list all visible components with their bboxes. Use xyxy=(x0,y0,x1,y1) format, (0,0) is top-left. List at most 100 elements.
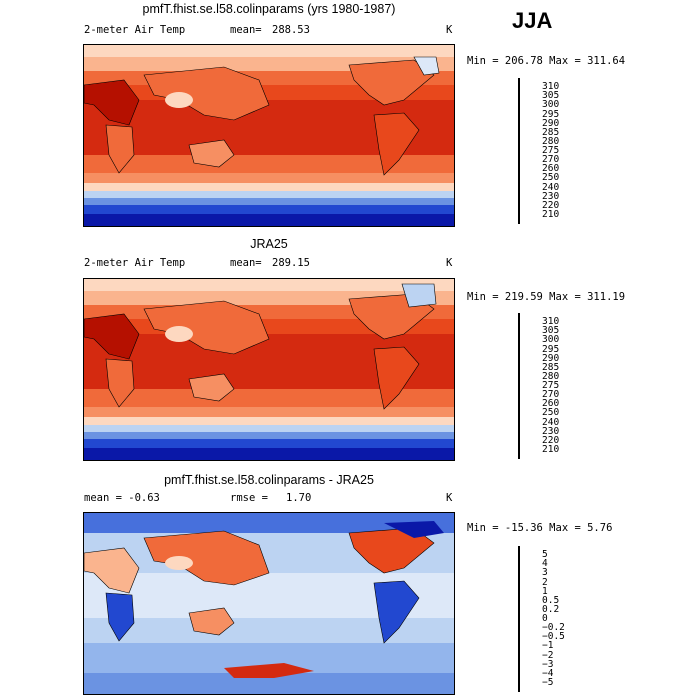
panel1-australia xyxy=(188,139,235,168)
panel3-eurasia xyxy=(143,530,270,586)
panel2-minmax: Min = 219.59 Max = 311.19 xyxy=(467,291,626,303)
colorbar-tick-label: 295 xyxy=(542,343,560,355)
colorbar-tick-label: 310 xyxy=(542,81,560,93)
colorbar-tick-label: −0.5 xyxy=(542,631,565,643)
panel2-australia xyxy=(188,373,235,402)
colorbar-tick-label: 275 xyxy=(542,380,560,391)
panel1-greenland xyxy=(413,56,440,76)
panel2-subtrop-band xyxy=(84,389,454,407)
panel3-tibet-patch xyxy=(165,556,193,570)
colorbar-tick-label: 0.5 xyxy=(542,594,560,606)
panel1-africa-south xyxy=(105,124,135,174)
panel3-map-svg xyxy=(84,513,454,694)
colorbar-tick-label: −5 xyxy=(542,676,554,688)
panel1-colorbar xyxy=(518,78,520,224)
colorbar-tick-label: 240 xyxy=(542,181,560,193)
panel3-arctic-cold xyxy=(384,521,444,538)
colorbar-tick-label: 1 xyxy=(542,585,548,597)
colorbar-tick-label: 210 xyxy=(542,208,560,220)
panel1-south-band1 xyxy=(84,173,454,183)
panel2-variable-label: 2-meter Air Temp xyxy=(84,257,186,269)
colorbar-tick-label: −3 xyxy=(542,658,554,670)
colorbar-tick-label: 0.2 xyxy=(542,603,560,615)
panel2-greenland xyxy=(401,283,437,308)
panel2-map xyxy=(83,278,455,461)
panel1-map xyxy=(83,44,455,227)
panel2-colorbar xyxy=(518,313,520,459)
colorbar-tick-label: −2 xyxy=(542,649,554,661)
panel1-south-band2 xyxy=(84,183,454,191)
colorbar-tick-label: 230 xyxy=(542,190,560,202)
panel3-australia xyxy=(188,607,235,636)
panel2-antarctic-band xyxy=(84,448,454,460)
panel3-south-america xyxy=(373,580,420,644)
colorbar-tick-label: −1 xyxy=(542,640,554,652)
panel1-minmax: Min = 206.78 Max = 311.64 xyxy=(467,55,626,67)
panel3-arctic-band xyxy=(84,513,454,533)
panel1-arctic-band xyxy=(84,45,454,57)
panel1-tibet-cold xyxy=(165,92,193,108)
panel1-units: K xyxy=(446,24,453,36)
colorbar-tick-label: 280 xyxy=(542,370,560,382)
panel1-antarctic-band xyxy=(84,214,454,226)
colorbar-tick-label: 305 xyxy=(542,325,560,337)
panel2-tibet-cold xyxy=(165,326,193,342)
panel2-map-svg xyxy=(84,279,454,460)
colorbar-tick-label: 285 xyxy=(542,126,560,138)
panel2-south-band3 xyxy=(84,425,454,432)
panel1-stat-label: mean= xyxy=(230,24,262,36)
colorbar-tick-label: 285 xyxy=(542,361,560,373)
panel2-africa-north xyxy=(84,313,140,360)
colorbar-tick-label: −4 xyxy=(542,667,554,679)
panel1-eurasia xyxy=(143,66,270,121)
panel3-title: pmfT.fhist.se.l58.colinparams - JRA25 xyxy=(164,473,374,487)
panel2-south-band5 xyxy=(84,439,454,448)
panel3-antarctic-band xyxy=(84,673,454,694)
colorbar-tick-label: 220 xyxy=(542,434,560,446)
panel3-mean-label: mean = -0.63 xyxy=(84,492,160,504)
colorbar-tick-label: 3 xyxy=(542,567,548,579)
panel3-minmax: Min = -15.36 Max = 5.76 xyxy=(467,522,613,534)
panel2-south-band4 xyxy=(84,432,454,439)
colorbar-tick-label: 290 xyxy=(542,352,560,364)
panel3-antarctic-warm xyxy=(224,663,314,678)
panel1-south-band3 xyxy=(84,191,454,198)
season-label: JJA xyxy=(512,8,553,33)
panel3-map xyxy=(83,512,455,695)
panel3-stat-label: rmse = xyxy=(230,492,268,504)
colorbar-tick-label: 270 xyxy=(542,389,560,401)
colorbar-tick-label: 280 xyxy=(542,135,560,147)
panel2-units: K xyxy=(446,257,453,269)
colorbar-tick-label: 260 xyxy=(542,163,560,175)
panel2-arctic-band xyxy=(84,279,454,291)
panel2-stat-value: 289.15 xyxy=(272,257,310,269)
panel2-south-america xyxy=(373,346,420,410)
colorbar-tick-label: 5 xyxy=(542,549,548,561)
colorbar-tick-label: 250 xyxy=(542,407,560,419)
colorbar-tick-label: 310 xyxy=(542,316,560,328)
panel3-units: K xyxy=(446,492,453,504)
colorbar-tick-label: 220 xyxy=(542,199,560,211)
colorbar-tick-label: 4 xyxy=(542,558,548,570)
colorbar-tick-label: 210 xyxy=(542,443,560,455)
panel2-south-band2 xyxy=(84,417,454,425)
panel1-stat-value: 288.53 xyxy=(272,24,310,36)
colorbar-tick-label: 0 xyxy=(542,613,548,624)
panel1-title: pmfT.fhist.se.l58.colinparams (yrs 1980-… xyxy=(142,2,396,16)
panel1-variable-label: 2-meter Air Temp xyxy=(84,24,186,36)
panel1-south-america xyxy=(373,112,420,176)
panel1-map-svg xyxy=(84,45,454,226)
colorbar-tick-label: 230 xyxy=(542,425,560,437)
panel1-africa-north xyxy=(84,79,140,126)
panel3-africa-south xyxy=(105,592,135,642)
panel2-africa-south xyxy=(105,358,135,408)
panel3-africa-north xyxy=(84,547,140,594)
colorbar-tick-label: −0.2 xyxy=(542,622,565,634)
panel1-subtrop-band xyxy=(84,155,454,173)
colorbar-tick-label: 250 xyxy=(542,172,560,184)
panel3-stat-value: 1.70 xyxy=(286,492,312,504)
panel2-eurasia xyxy=(143,300,270,355)
colorbar-tick-label: 305 xyxy=(542,90,560,102)
colorbar-tick-label: 270 xyxy=(542,154,560,166)
panel3-colorbar xyxy=(518,546,520,692)
